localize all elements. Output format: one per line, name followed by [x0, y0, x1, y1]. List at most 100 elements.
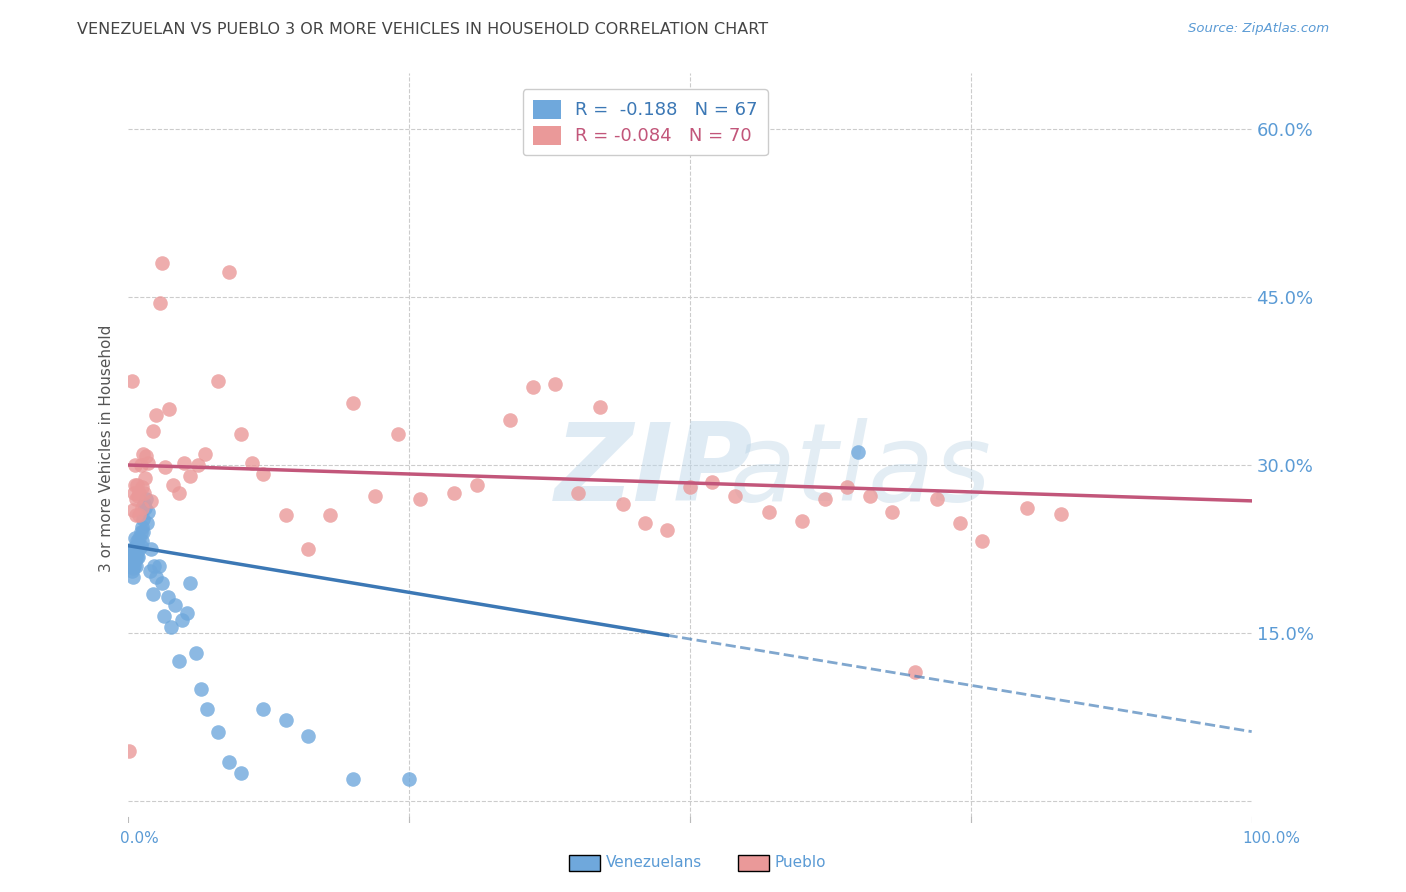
- Point: [127, 489, 149, 503]
- Point: [127, 534, 149, 549]
- Point: [122, 549, 145, 564]
- Point: [297, 542, 319, 557]
- Point: [252, 702, 274, 716]
- Point: [657, 523, 679, 537]
- Point: [465, 478, 488, 492]
- Text: Pueblo: Pueblo: [775, 855, 827, 870]
- Point: [142, 587, 165, 601]
- Point: [364, 489, 387, 503]
- Point: [127, 478, 149, 492]
- Point: [207, 724, 229, 739]
- Point: [128, 542, 150, 557]
- Point: [124, 531, 146, 545]
- Point: [118, 548, 141, 562]
- Point: [319, 508, 342, 523]
- Point: [544, 377, 567, 392]
- Text: 0.0%: 0.0%: [120, 831, 159, 846]
- Point: [1015, 500, 1038, 515]
- Point: [160, 620, 183, 634]
- Point: [165, 598, 187, 612]
- Point: [127, 549, 149, 564]
- Point: [190, 681, 212, 696]
- Point: [131, 500, 153, 515]
- Point: [121, 565, 143, 579]
- Point: [127, 549, 149, 564]
- Point: [122, 542, 145, 557]
- Point: [129, 525, 152, 540]
- Point: [143, 558, 166, 573]
- Point: [121, 503, 143, 517]
- Point: [612, 497, 634, 511]
- Point: [145, 408, 167, 422]
- Point: [124, 553, 146, 567]
- Text: 100.0%: 100.0%: [1243, 831, 1301, 846]
- Point: [135, 449, 157, 463]
- Point: [342, 396, 364, 410]
- Point: [173, 456, 195, 470]
- Point: [125, 558, 148, 573]
- Point: [387, 426, 409, 441]
- Point: [121, 548, 143, 562]
- Point: [194, 447, 217, 461]
- Point: [132, 525, 155, 540]
- Point: [179, 469, 201, 483]
- Point: [167, 486, 190, 500]
- Point: [149, 295, 172, 310]
- Text: ZIP: ZIP: [555, 417, 754, 524]
- Point: [134, 471, 156, 485]
- Point: [274, 508, 297, 523]
- Point: [207, 374, 229, 388]
- Point: [499, 413, 522, 427]
- Point: [176, 606, 198, 620]
- Point: [121, 374, 143, 388]
- Point: [679, 480, 702, 494]
- Point: [274, 714, 297, 728]
- Point: [134, 500, 156, 515]
- Point: [142, 425, 165, 439]
- Point: [150, 575, 173, 590]
- Point: [128, 486, 150, 500]
- Point: [127, 539, 149, 553]
- Point: [132, 497, 155, 511]
- Point: [132, 486, 155, 500]
- Point: [138, 565, 160, 579]
- Legend: R =  -0.188   N = 67, R = -0.084   N = 70: R = -0.188 N = 67, R = -0.084 N = 70: [523, 89, 768, 155]
- Point: [121, 553, 143, 567]
- Point: [150, 256, 173, 270]
- Point: [443, 486, 465, 500]
- Point: [131, 480, 153, 494]
- Point: [187, 458, 209, 472]
- Point: [342, 772, 364, 786]
- Point: [758, 505, 780, 519]
- Point: [136, 516, 159, 531]
- Point: [179, 575, 201, 590]
- Point: [131, 534, 153, 549]
- Point: [567, 486, 589, 500]
- Point: [702, 475, 724, 489]
- Point: [121, 557, 143, 571]
- Point: [172, 613, 194, 627]
- Point: [139, 542, 162, 557]
- Point: [129, 458, 152, 472]
- Point: [120, 558, 142, 573]
- Point: [125, 491, 148, 506]
- Point: [129, 539, 152, 553]
- Point: [138, 456, 160, 470]
- Point: [138, 505, 160, 519]
- Point: [121, 570, 143, 584]
- Point: [634, 516, 657, 531]
- Point: [121, 542, 143, 557]
- Point: [167, 654, 190, 668]
- Text: atlas: atlas: [730, 418, 991, 524]
- Point: [131, 519, 153, 533]
- Point: [153, 609, 176, 624]
- Point: [124, 542, 146, 557]
- Point: [837, 480, 859, 494]
- Point: [120, 545, 142, 559]
- Point: [135, 491, 157, 506]
- Point: [195, 702, 218, 716]
- Point: [724, 489, 747, 503]
- Text: Source: ZipAtlas.com: Source: ZipAtlas.com: [1188, 22, 1329, 36]
- Point: [792, 514, 814, 528]
- Point: [218, 265, 240, 279]
